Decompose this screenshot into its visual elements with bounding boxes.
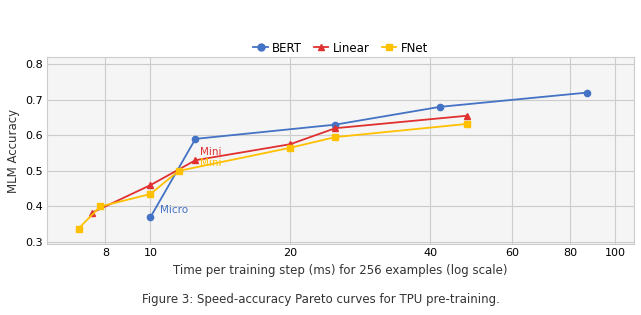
Line: FNet: FNet: [76, 121, 470, 232]
FNet: [175, 169, 183, 173]
FNet: [287, 146, 294, 150]
Text: Mini: Mini: [200, 158, 222, 168]
Text: Micro: Micro: [160, 205, 188, 215]
Text: Figure 3: Speed-accuracy Pareto curves for TPU pre-training.: Figure 3: Speed-accuracy Pareto curves f…: [142, 293, 499, 306]
FNet: [463, 122, 470, 126]
BERT: [331, 123, 339, 127]
Legend: BERT, Linear, FNet: BERT, Linear, FNet: [249, 37, 433, 59]
Linear: [147, 183, 154, 187]
Linear: [463, 114, 470, 117]
FNet: [147, 192, 154, 196]
BERT: [147, 215, 154, 219]
FNet: [331, 135, 339, 139]
Text: Mini: Mini: [200, 147, 222, 157]
Linear: [331, 126, 339, 130]
X-axis label: Time per training step (ms) for 256 examples (log scale): Time per training step (ms) for 256 exam…: [174, 264, 508, 277]
Line: BERT: BERT: [147, 89, 590, 220]
FNet: [97, 204, 104, 208]
Linear: [88, 211, 96, 215]
Text: Figure 3: Speed-accuracy Pareto curves for TPU pre-training.: Figure 3: Speed-accuracy Pareto curves f…: [142, 293, 499, 306]
Linear: [192, 158, 199, 162]
Y-axis label: MLM Accuracy: MLM Accuracy: [7, 108, 20, 192]
BERT: [583, 91, 590, 94]
Line: Linear: Linear: [89, 113, 470, 216]
Linear: [287, 142, 294, 146]
BERT: [192, 137, 199, 141]
FNet: [74, 227, 82, 231]
BERT: [436, 105, 444, 109]
